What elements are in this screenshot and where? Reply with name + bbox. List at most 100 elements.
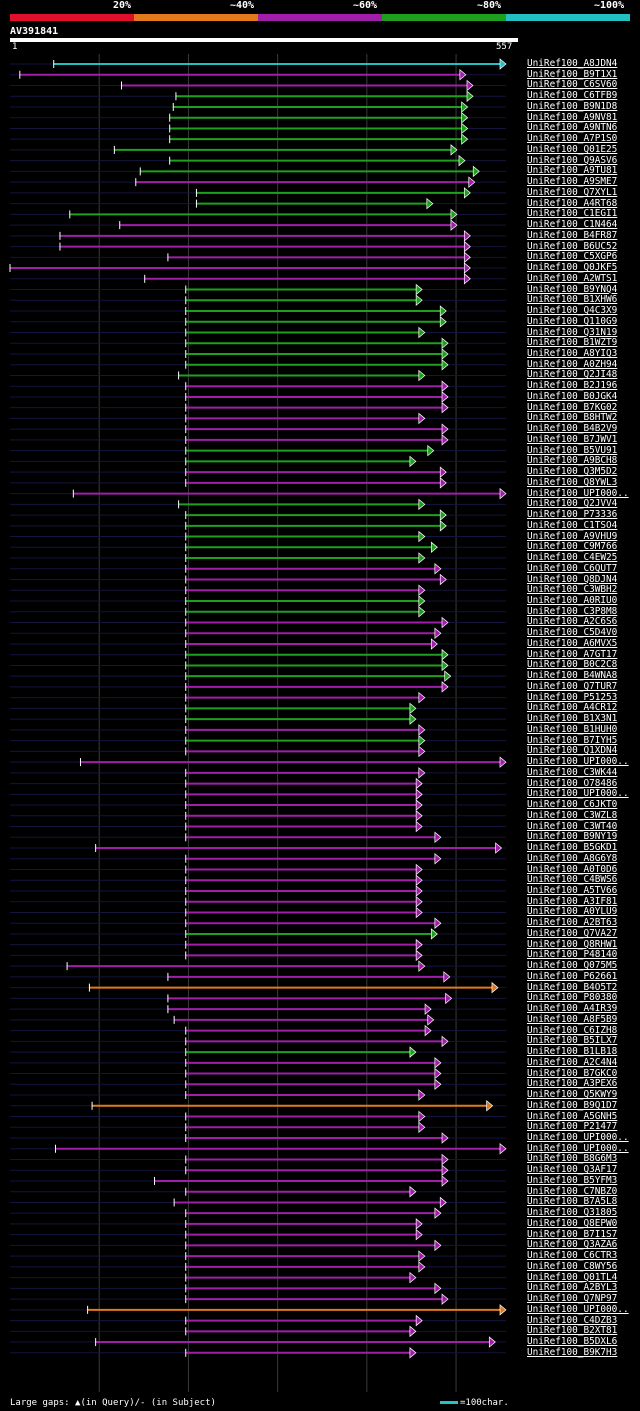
hit-link[interactable]: UniRef100_C6TFB9 xyxy=(527,90,618,102)
hit-link[interactable]: UniRef100_Q8DJN4 xyxy=(527,573,618,585)
hit-link[interactable]: UniRef100_C6SV60 xyxy=(527,79,618,91)
hit-link[interactable]: UniRef100_UPI000.. xyxy=(527,487,629,499)
hit-link[interactable]: UniRef100_C4EW25 xyxy=(527,552,618,564)
hit-link[interactable]: UniRef100_B7I1S7 xyxy=(527,1228,618,1240)
hit-link[interactable]: UniRef100_A8JDN4 xyxy=(527,58,618,69)
hit-link[interactable]: UniRef100_B7KG02 xyxy=(527,401,618,413)
hit-link[interactable]: UniRef100_UPI000.. xyxy=(527,1303,629,1315)
hit-link[interactable]: UniRef100_C6IZH8 xyxy=(527,1024,618,1036)
hit-link[interactable]: UniRef100_B5DXL6 xyxy=(527,1336,618,1348)
hit-link[interactable]: UniRef100_B7IYH5 xyxy=(527,734,618,746)
hit-link[interactable]: UniRef100_A0T0D6 xyxy=(527,863,618,875)
hit-link[interactable]: UniRef100_Q8RHW1 xyxy=(527,938,618,950)
hit-link[interactable]: UniRef100_Q8YWL3 xyxy=(527,476,618,488)
hit-link[interactable]: UniRef100_C4DZB3 xyxy=(527,1314,618,1326)
hit-link[interactable]: UniRef100_B8HTW2 xyxy=(527,412,618,424)
hit-link[interactable]: UniRef100_B4WNA8 xyxy=(527,670,618,682)
hit-link[interactable]: UniRef100_Q2JVV4 xyxy=(527,498,618,510)
hit-link[interactable]: UniRef100_B9N1D8 xyxy=(527,100,618,112)
hit-link[interactable]: UniRef100_P73336 xyxy=(527,509,618,521)
hit-link[interactable]: UniRef100_A7P1S0 xyxy=(527,133,618,145)
hit-link[interactable]: UniRef100_A2C6S6 xyxy=(527,616,618,628)
hit-link[interactable]: UniRef100_Q0JKF5 xyxy=(527,262,618,274)
hit-link[interactable]: UniRef100_C6CTR3 xyxy=(527,1250,618,1262)
hit-link[interactable]: UniRef100_Q3AF17 xyxy=(527,1164,618,1176)
hit-link[interactable]: UniRef100_B2XT81 xyxy=(527,1325,618,1337)
hit-link[interactable]: UniRef100_UPI000.. xyxy=(527,1132,629,1143)
hit-link[interactable]: UniRef100_C8WY56 xyxy=(527,1260,618,1272)
hit-link[interactable]: UniRef100_B8G6M3 xyxy=(527,1153,618,1165)
hit-link[interactable]: UniRef100_B1LB18 xyxy=(527,1046,618,1058)
hit-link[interactable]: UniRef100_UPI000.. xyxy=(527,788,629,800)
hit-link[interactable]: UniRef100_B5VU91 xyxy=(527,444,618,456)
hit-link[interactable]: UniRef100_C5XGP6 xyxy=(527,251,618,263)
hit-link[interactable]: UniRef100_Q2JI48 xyxy=(527,369,618,381)
hit-link[interactable]: UniRef100_C3WZL8 xyxy=(527,809,618,821)
hit-link[interactable]: UniRef100_B9K7H3 xyxy=(527,1346,618,1358)
hit-link[interactable]: UniRef100_P21477 xyxy=(527,1121,618,1133)
hit-link[interactable]: UniRef100_C1N464 xyxy=(527,219,618,231)
hit-link[interactable]: UniRef100_B7JWV1 xyxy=(527,433,618,445)
hit-link[interactable]: UniRef100_Q5KWY9 xyxy=(527,1089,618,1101)
hit-link[interactable]: UniRef100_B5GKD1 xyxy=(527,842,618,854)
hit-link[interactable]: UniRef100_A8G6Y8 xyxy=(527,852,618,864)
hit-link[interactable]: UniRef100_A4IR39 xyxy=(527,1003,618,1015)
hit-link[interactable]: UniRef100_B7GKC0 xyxy=(527,1067,618,1079)
hit-link[interactable]: UniRef100_Q4C3X9 xyxy=(527,305,618,317)
hit-link[interactable]: UniRef100_A6MVX5 xyxy=(527,637,618,649)
hit-link[interactable]: UniRef100_A3IF81 xyxy=(527,895,618,907)
hit-link[interactable]: UniRef100_UPI000.. xyxy=(527,1142,629,1154)
hit-link[interactable]: UniRef100_C3WBH2 xyxy=(527,584,618,596)
hit-link[interactable]: UniRef100_A9SME7 xyxy=(527,176,618,188)
hit-link[interactable]: UniRef100_A2BT63 xyxy=(527,917,618,929)
hit-link[interactable]: UniRef100_A0RIU0 xyxy=(527,595,618,606)
hit-link[interactable]: UniRef100_B5ILX7 xyxy=(527,1035,618,1047)
hit-link[interactable]: UniRef100_Q7TUR7 xyxy=(527,680,618,692)
hit-link[interactable]: UniRef100_B4O5T2 xyxy=(527,981,618,993)
hit-link[interactable]: UniRef100_C9M766 xyxy=(527,541,618,553)
hit-link[interactable]: UniRef100_A2C4N4 xyxy=(527,1056,618,1068)
hit-link[interactable]: UniRef100_O78486 xyxy=(527,777,618,789)
hit-link[interactable]: UniRef100_B1X3N1 xyxy=(527,713,618,725)
hit-link[interactable]: UniRef100_Q8EPW0 xyxy=(527,1217,618,1229)
hit-link[interactable]: UniRef100_A0ZH94 xyxy=(527,358,618,370)
hit-link[interactable]: UniRef100_A9BCH8 xyxy=(527,455,618,467)
hit-link[interactable]: UniRef100_B2J196 xyxy=(527,380,618,392)
hit-link[interactable]: UniRef100_A9NV81 xyxy=(527,111,618,123)
hit-link[interactable]: UniRef100_Q7VA27 xyxy=(527,927,618,939)
hit-link[interactable]: UniRef100_P48140 xyxy=(527,949,618,961)
hit-link[interactable]: UniRef100_A4CR12 xyxy=(527,702,618,714)
hit-link[interactable]: UniRef100_C1EGI1 xyxy=(527,208,618,220)
hit-link[interactable]: UniRef100_B4B2V9 xyxy=(527,423,618,435)
hit-link[interactable]: UniRef100_B0C2C8 xyxy=(527,659,618,671)
hit-link[interactable]: UniRef100_Q31805 xyxy=(527,1207,618,1219)
hit-link[interactable]: UniRef100_Q3AZA6 xyxy=(527,1239,618,1251)
hit-link[interactable]: UniRef100_Q110G9 xyxy=(527,315,618,327)
hit-link[interactable]: UniRef100_B7A5L8 xyxy=(527,1196,618,1208)
hit-link[interactable]: UniRef100_B6UC52 xyxy=(527,240,618,252)
hit-link[interactable]: UniRef100_A3PEX6 xyxy=(527,1078,618,1090)
hit-link[interactable]: UniRef100_Q31N19 xyxy=(527,326,618,338)
hit-link[interactable]: UniRef100_Q3M5D2 xyxy=(527,466,618,478)
hit-link[interactable]: UniRef100_P51253 xyxy=(527,691,618,703)
hit-link[interactable]: UniRef100_A7GT17 xyxy=(527,648,618,660)
hit-link[interactable]: UniRef100_A0YLU9 xyxy=(527,906,618,918)
hit-link[interactable]: UniRef100_B9Q1D7 xyxy=(527,1099,618,1111)
hit-link[interactable]: UniRef100_Q1XDN4 xyxy=(527,745,618,757)
hit-link[interactable]: UniRef100_A2WTS1 xyxy=(527,272,618,284)
hit-link[interactable]: UniRef100_B5YFM3 xyxy=(527,1174,618,1186)
hit-link[interactable]: UniRef100_Q075M5 xyxy=(527,960,618,972)
hit-link[interactable]: UniRef100_A8F5B9 xyxy=(527,1013,618,1025)
hit-link[interactable]: UniRef100_A4RT68 xyxy=(527,197,618,209)
hit-link[interactable]: UniRef100_C3WK44 xyxy=(527,766,618,778)
hit-link[interactable]: UniRef100_A5GNH5 xyxy=(527,1110,618,1122)
hit-link[interactable]: UniRef100_C5D4V0 xyxy=(527,627,618,639)
hit-link[interactable]: UniRef100_A8YIQ3 xyxy=(527,347,618,359)
hit-link[interactable]: UniRef100_B9NY19 xyxy=(527,831,618,843)
hit-link[interactable]: UniRef100_UPI000.. xyxy=(527,756,629,768)
hit-link[interactable]: UniRef100_A5TV66 xyxy=(527,884,618,896)
hit-link[interactable]: UniRef100_A9TU81 xyxy=(527,165,618,177)
hit-link[interactable]: UniRef100_C1TSO4 xyxy=(527,519,618,531)
hit-link[interactable]: UniRef100_P62661 xyxy=(527,970,618,982)
hit-link[interactable]: UniRef100_Q7NP97 xyxy=(527,1293,618,1305)
